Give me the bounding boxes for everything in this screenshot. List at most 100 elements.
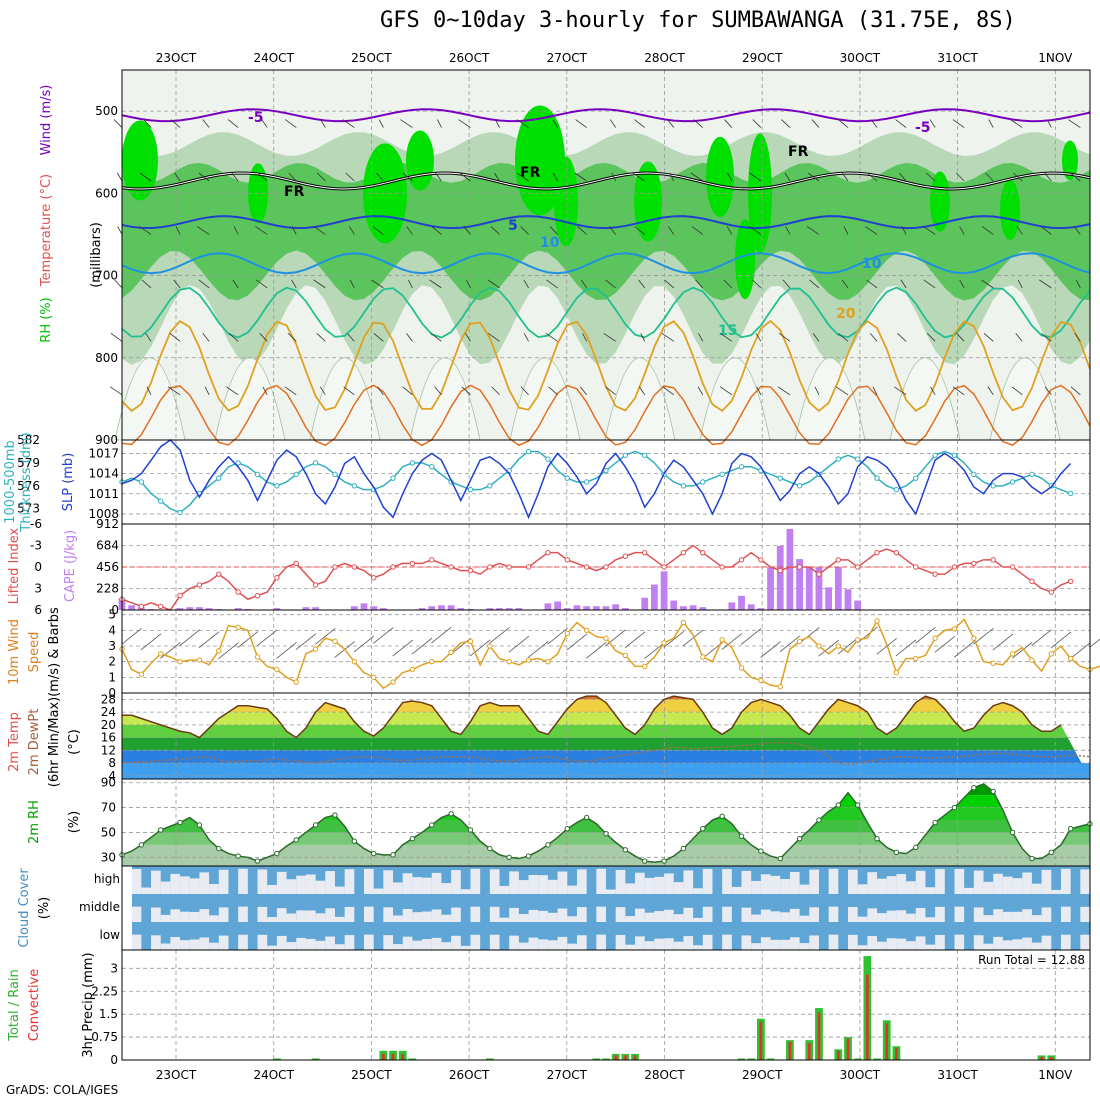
cloud-cell [780,939,790,950]
wind-barb [1089,638,1100,648]
data-point [913,564,919,570]
data-point [158,603,164,610]
y-label-convective: Convective [27,969,42,1042]
wind-barb [749,172,762,182]
rh-band [122,807,1090,821]
cloud-cell [257,934,268,950]
cloud-cell [857,884,868,894]
wind-barb [319,386,326,395]
cloud-cell [751,880,761,894]
cape-bar [350,606,358,610]
wind-barb [605,629,626,646]
cloud-cell [209,942,219,950]
data-point [409,666,416,673]
wind-barb [371,279,384,289]
cloud-cell [286,913,297,922]
slp-line [121,439,1072,520]
cape-bar [583,606,591,610]
y-tick-label: 4 [108,769,116,783]
cape-bar [563,608,571,610]
data-point [680,619,687,626]
wind-barb [864,226,878,235]
data-point [971,785,977,791]
wind-barb [926,172,936,182]
data-point [138,671,145,677]
wind-barb [778,333,791,342]
wind-barb [202,333,210,342]
data-point [254,592,261,599]
cloud-cell [644,912,655,922]
y-label-minmax: (6hr Min/Max) [47,697,62,787]
cape-bar [486,608,494,610]
wind-barb [204,386,210,395]
data-point [390,564,396,570]
cloud-cell [344,935,355,950]
cloud-cell [238,906,248,922]
wind-barb [167,386,181,396]
cloud-cell [141,887,152,894]
wind-barb [173,279,181,289]
cloud-cell [460,889,471,894]
precip-total-bar [873,1058,881,1060]
wind-barb [490,226,500,235]
wind-barb [1073,226,1081,235]
y-label-rh: 2m RH [27,800,42,844]
wind-barb [857,626,878,644]
cape-bar [302,607,310,610]
data-point [370,850,377,857]
cloud-cell [1060,906,1071,922]
cloud-cell [470,906,481,922]
wind-barb [114,279,123,289]
wind-barb [835,386,849,396]
wind-barb [228,333,239,342]
rh-patch [554,156,578,247]
data-point [1048,849,1054,856]
wind-barb [895,639,917,657]
cloud-cell [422,877,432,894]
data-point [525,564,532,570]
data-point [506,854,512,860]
rh-band [122,795,1090,808]
data-point [835,557,842,563]
cloud-cell [857,916,868,922]
cape-bar [786,528,794,610]
precip-convective-bar [624,1055,627,1060]
wind-barb [956,172,965,182]
cloud-cell [218,907,229,922]
cape-bar [438,605,445,610]
y-label-speed: Speed [27,632,42,673]
wind-barb [406,333,413,342]
data-point [564,475,570,481]
wind-barb [1041,333,1052,342]
wind-barb [430,333,442,342]
cloud-cell [1012,911,1023,922]
cloud-cell [1080,906,1090,922]
cloud-cell [189,878,200,894]
precip-convective-bar [614,1055,617,1060]
data-point [158,498,164,504]
temp-contour-25 [121,384,1091,447]
wind-barb [610,119,617,128]
rh-patch [406,130,434,191]
wind-barb [139,172,152,182]
data-point [874,618,880,624]
cloud-cell [276,908,287,922]
cloud-cell [267,945,277,950]
wind-barb [259,333,268,342]
contour-label: 10 [862,256,882,272]
data-point [758,848,764,854]
data-point [738,557,745,563]
data-point [603,467,609,474]
cloud-cell [886,876,897,894]
precip-total-bar [311,1058,320,1060]
date-label-top: 23OCT [156,51,197,65]
y-label-rh: RH (%) [39,297,54,342]
cloud-cell [1002,911,1013,922]
data-point [796,483,803,489]
data-point [913,844,919,851]
data-point [254,471,261,478]
date-label-top: 28OCT [644,51,685,65]
data-point [777,855,783,862]
wind-barb [232,279,239,289]
y-tick-label-left: 576 [17,479,40,493]
